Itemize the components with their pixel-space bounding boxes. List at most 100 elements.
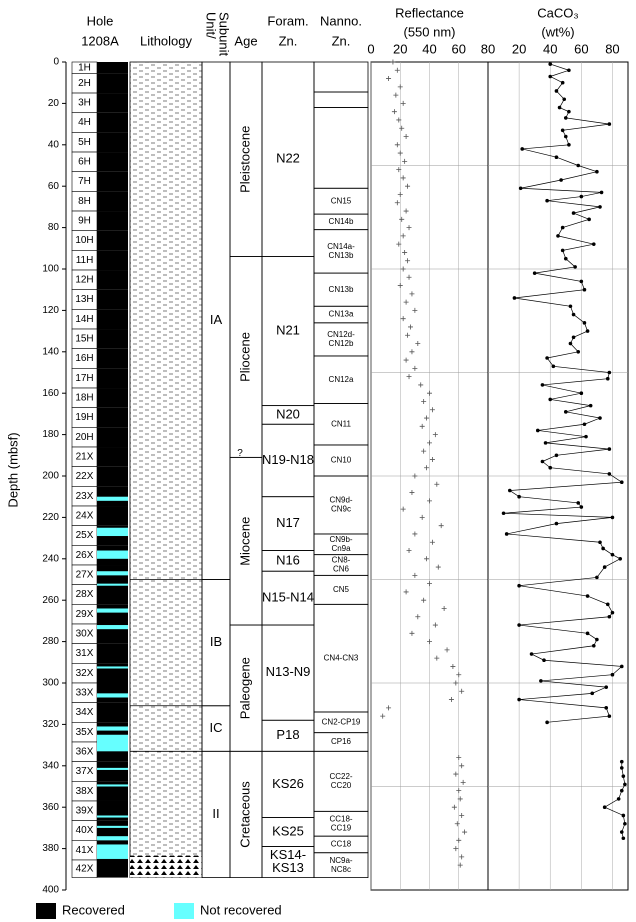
- core-label: 22X: [76, 471, 94, 482]
- caco3-point: [610, 610, 615, 615]
- caco3-point: [560, 225, 565, 230]
- reflectance-point: [400, 506, 406, 512]
- caco3-line: [603, 761, 626, 839]
- not-recovered-interval: [97, 815, 128, 818]
- core-label: 2H: [78, 78, 91, 89]
- caco3-point: [607, 122, 612, 126]
- core-label: 23X: [76, 491, 94, 502]
- caco3-point: [539, 679, 543, 683]
- y-tick-label: 220: [42, 512, 59, 523]
- reflectance-point: [427, 440, 432, 446]
- recovered-core: [97, 683, 128, 703]
- zone-label: KS25: [272, 823, 304, 838]
- reflectance-point: [386, 76, 392, 82]
- panel-subtitle: (wt%): [541, 24, 574, 39]
- caco3-point: [540, 383, 545, 387]
- y-axis-title: Depth (mbsf): [5, 432, 20, 507]
- caco3-point: [545, 198, 549, 203]
- reflectance-point: [459, 854, 465, 860]
- core-label: 31X: [76, 648, 94, 659]
- panel-title: Reflectance: [395, 5, 464, 20]
- x-tick-label: 40: [543, 41, 557, 56]
- x-tick-label: 20: [512, 41, 526, 56]
- caco3-point: [571, 335, 576, 340]
- caco3-point: [582, 287, 587, 292]
- reflectance-point: [450, 663, 456, 669]
- reflectance-point: [456, 837, 462, 843]
- reflectance-point: [429, 456, 435, 462]
- reflectance-point: [402, 249, 408, 255]
- reflectance-point: [424, 415, 430, 421]
- recovered-core: [97, 761, 128, 782]
- zone-label: Cn9a: [331, 544, 351, 553]
- reflectance-point: [393, 92, 399, 98]
- y-tick-label: 0: [53, 57, 59, 68]
- reflectance-point: [432, 432, 438, 438]
- reflectance-point: [456, 755, 462, 761]
- not-recovered-interval: [97, 734, 128, 752]
- caco3-point: [573, 265, 577, 269]
- core-label: 18H: [75, 392, 93, 403]
- not-recovered-interval: [97, 825, 128, 828]
- caco3-point: [517, 697, 521, 702]
- caco3-point: [501, 511, 506, 516]
- not-recovered-interval: [97, 693, 128, 698]
- reflectance-point: [415, 614, 421, 620]
- zone-label: N13-N9: [266, 664, 311, 679]
- zone-label: CN4-CN3: [324, 653, 359, 662]
- reflectance-point: [462, 829, 468, 835]
- reflectance-point: [406, 225, 412, 231]
- y-tick-label: 360: [42, 802, 59, 813]
- figure-layer: 0204060801001201401601802002202402602803…: [5, 5, 629, 919]
- zone-label: CC18: [331, 840, 352, 849]
- reflectance-point: [391, 109, 397, 115]
- zone: [313, 61, 369, 93]
- caco3-point: [518, 186, 523, 191]
- reflectance-point: [399, 216, 405, 222]
- reflectance-point: [460, 779, 466, 785]
- zone-label: N19-N18: [262, 452, 314, 467]
- reflectance-point: [406, 274, 412, 280]
- caco3-point: [591, 643, 596, 648]
- reflectance-point: [419, 514, 425, 520]
- caco3-point: [517, 623, 521, 627]
- zone: [313, 852, 369, 878]
- caco3-point: [621, 774, 626, 778]
- core-label: 10H: [75, 235, 93, 246]
- recovered-core: [97, 800, 128, 821]
- reflectance-point: [397, 283, 403, 289]
- y-tick-label: 340: [42, 760, 59, 771]
- reflectance-point: [403, 357, 409, 363]
- core-label: 16H: [75, 353, 93, 364]
- reflectance-point: [406, 374, 412, 380]
- caco3-point: [623, 821, 627, 826]
- recovered-core: [97, 93, 128, 113]
- caco3-point: [610, 515, 615, 520]
- recovered-core: [97, 191, 128, 212]
- column-title: Hole: [87, 13, 114, 28]
- zone-label: CC19: [331, 823, 352, 832]
- caco3-point: [590, 691, 595, 696]
- recovered-core: [97, 270, 128, 290]
- reflectance-point: [427, 498, 432, 504]
- caco3-point: [545, 356, 549, 360]
- reflectance-point: [453, 771, 459, 777]
- reflectance-point: [451, 804, 457, 810]
- core-label: 26X: [76, 550, 94, 561]
- caco3-point: [610, 552, 615, 557]
- reflectance-point: [412, 365, 418, 371]
- reflectance-point: [403, 208, 409, 214]
- core-label: 7H: [78, 176, 91, 187]
- zone-label: CC22-: [329, 772, 352, 781]
- reflectance-point: [397, 150, 403, 156]
- legend-label: Recovered: [62, 902, 125, 917]
- caco3-point: [585, 329, 590, 333]
- x-tick-label: 80: [481, 41, 495, 56]
- caco3-point: [517, 494, 521, 499]
- column-title: Foram.: [267, 13, 308, 28]
- zone-label: CN5: [333, 585, 350, 594]
- zone-label: II: [212, 806, 219, 821]
- reflectance-point: [415, 341, 421, 347]
- reflectance-point: [424, 556, 430, 562]
- reflectance-point: [419, 423, 425, 429]
